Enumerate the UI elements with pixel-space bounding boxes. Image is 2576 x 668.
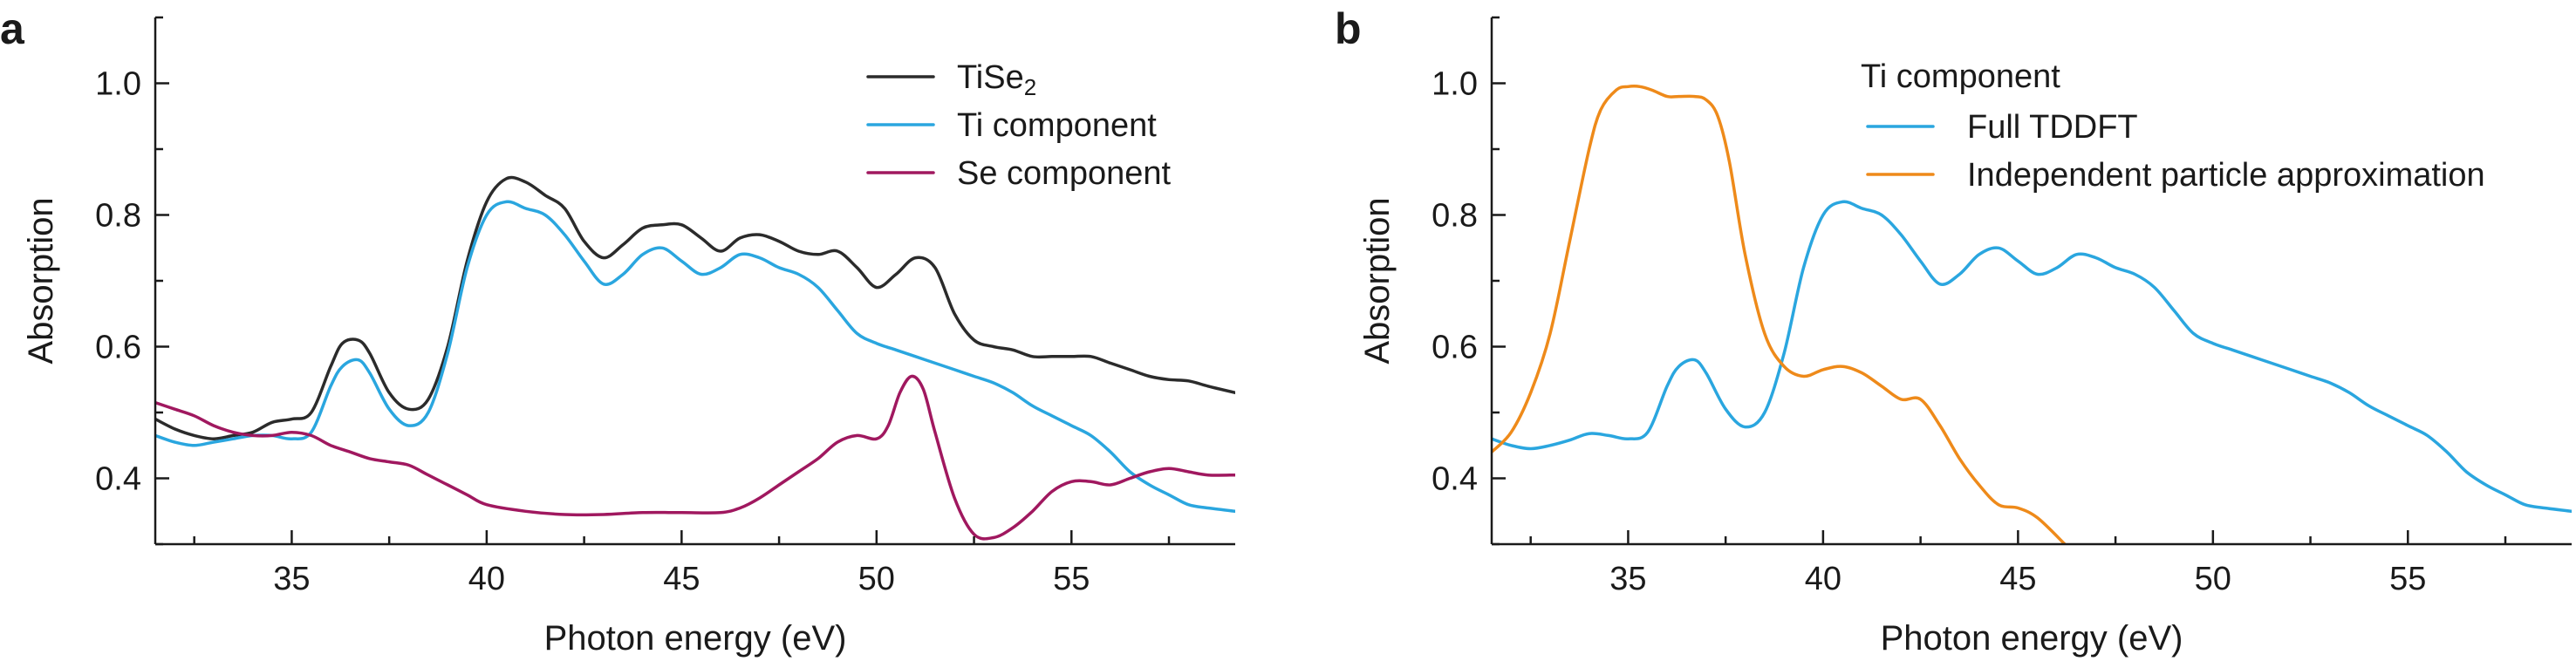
panel-a-x-tick-label: 55 (1053, 561, 1090, 597)
panel-a-label: a (0, 4, 25, 53)
panel-a-series-line-2 (155, 374, 1235, 541)
panel-b-legend-title: Ti component (1861, 58, 2060, 95)
panel-b-y-tick-label: 0.4 (1431, 461, 1478, 498)
panel-b-series-line-0 (1492, 200, 2572, 514)
legend-tise-subscript: 2 (1024, 74, 1036, 100)
panel-a-x-tick-label: 35 (273, 561, 310, 597)
panel-b-x-tick-label: 35 (1609, 561, 1646, 597)
panel-b-chart: b 35 40 45 50 55 0.4 0.6 0.8 1.0 Photon energy (… (1335, 4, 2572, 658)
panel-a-x-tick-label: 45 (663, 561, 700, 597)
panel-a-series-line-1 (155, 200, 1235, 514)
panel-a-y-tick-label: 0.8 (95, 198, 141, 235)
panel-b-x-tick-label: 55 (2389, 561, 2426, 597)
panel-a-y-tick-label: 1.0 (95, 66, 141, 103)
panel-b-series-line-1 (1492, 85, 2067, 544)
panel-b-axes: 35 40 45 50 55 0.4 0.6 0.8 1.0 (1431, 16, 2572, 597)
panel-a-series-line-0 (155, 175, 1235, 440)
panel-b-legend-label-ipa: Independent particle approximation (1967, 157, 2485, 194)
panel-b-legend: Ti component Full TDDFT Independent part… (1861, 58, 2485, 194)
panel-b-x-tick-label: 50 (2195, 561, 2231, 597)
panel-b-y-tick-label: 0.8 (1431, 198, 1478, 235)
panel-b-x-tick-label: 45 (1999, 561, 2036, 597)
panel-a-axes: 35 40 45 50 55 0.4 0.6 0.8 1.0 (95, 16, 1235, 597)
panel-a-x-tick-label: 40 (468, 561, 505, 597)
panel-a-legend-label-ti: Ti component (957, 107, 1157, 144)
panel-b-x-tick-label: 40 (1805, 561, 1841, 597)
panel-a-x-tick-label: 50 (858, 561, 895, 597)
panel-a-legend: TiSe2 Ti component Se component (866, 59, 1171, 192)
panel-b-series-group (1492, 85, 2572, 544)
panel-a-x-axis-title: Photon energy (eV) (544, 619, 847, 658)
panel-a-chart: a 35 40 45 50 55 0.4 0.6 0.8 1.0 Photon energy (… (0, 4, 1235, 658)
panel-b-legend-label-tddft: Full TDDFT (1967, 109, 2138, 146)
panel-a-legend-label-se: Se component (957, 155, 1171, 192)
panel-a-series-group (155, 175, 1235, 541)
panel-b-y-tick-label: 0.6 (1431, 330, 1478, 366)
panel-b-label: b (1335, 4, 1362, 53)
panel-a-y-tick-label: 0.6 (95, 330, 141, 366)
panel-b-y-tick-label: 1.0 (1431, 66, 1478, 103)
panel-b-x-axis-title: Photon energy (eV) (1881, 619, 2183, 658)
panel-b-y-axis-title: Absorption (1358, 197, 1397, 364)
legend-tise-main: TiSe (957, 59, 1024, 96)
panel-a-y-tick-label: 0.4 (95, 461, 141, 498)
panel-a-legend-label-tise2: TiSe2 (957, 59, 1036, 100)
panel-a-y-axis-title: Absorption (22, 197, 60, 364)
